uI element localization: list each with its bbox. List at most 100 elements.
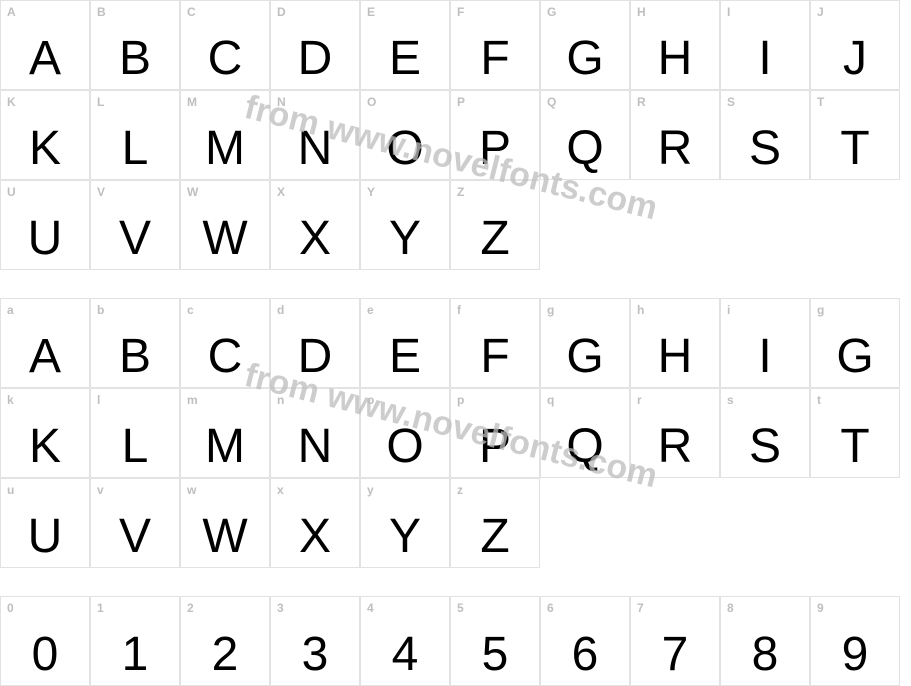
cell-glyph: V	[91, 215, 179, 263]
cell-key-label: B	[97, 5, 106, 19]
glyph-cell: dD	[270, 298, 360, 388]
cell-glyph: U	[1, 215, 89, 263]
cell-glyph: K	[1, 125, 89, 173]
cell-key-label: 7	[637, 601, 644, 615]
cell-key-label: A	[7, 5, 16, 19]
cell-glyph: 4	[361, 631, 449, 679]
section-gap	[0, 568, 911, 596]
glyph-cell: iI	[720, 298, 810, 388]
cell-key-label: f	[457, 303, 461, 317]
cell-glyph: W	[181, 215, 269, 263]
cell-key-label: S	[727, 95, 735, 109]
glyph-cell: BB	[90, 0, 180, 90]
cell-glyph: 6	[541, 631, 629, 679]
cell-key-label: d	[277, 303, 284, 317]
cell-glyph: O	[361, 125, 449, 173]
font-chart: { "watermark_text": "from www.novelfonts…	[0, 0, 911, 668]
cell-glyph: H	[631, 35, 719, 83]
cell-key-label: J	[817, 5, 824, 19]
cell-glyph: H	[631, 333, 719, 381]
cell-glyph: R	[631, 423, 719, 471]
cell-key-label: H	[637, 5, 646, 19]
glyph-cell: vV	[90, 478, 180, 568]
glyph-cell: 33	[270, 596, 360, 686]
cell-glyph: N	[271, 125, 359, 173]
cell-glyph: R	[631, 125, 719, 173]
cell-glyph: 8	[721, 631, 809, 679]
cell-key-label: Y	[367, 185, 375, 199]
glyph-cell: pP	[450, 388, 540, 478]
cell-key-label: W	[187, 185, 198, 199]
glyph-cell: EE	[360, 0, 450, 90]
cell-glyph: X	[271, 513, 359, 561]
cell-key-label: N	[277, 95, 286, 109]
glyph-cell: YY	[360, 180, 450, 270]
cell-key-label: 2	[187, 601, 194, 615]
glyph-cell: 00	[0, 596, 90, 686]
cell-glyph: O	[361, 423, 449, 471]
cell-glyph: 0	[1, 631, 89, 679]
cell-glyph: S	[721, 423, 809, 471]
cell-glyph: Y	[361, 215, 449, 263]
glyph-cell: WW	[180, 180, 270, 270]
glyph-cell: DD	[270, 0, 360, 90]
cell-key-label: z	[457, 483, 463, 497]
cell-key-label: L	[97, 95, 104, 109]
cell-key-label: a	[7, 303, 14, 317]
glyph-cell: rR	[630, 388, 720, 478]
glyph-cell: OO	[360, 90, 450, 180]
glyph-cell: cC	[180, 298, 270, 388]
cell-key-label: t	[817, 393, 821, 407]
cell-glyph: Q	[541, 423, 629, 471]
glyph-cell: mM	[180, 388, 270, 478]
cell-glyph: 5	[451, 631, 539, 679]
glyph-cell: fF	[450, 298, 540, 388]
cell-key-label: E	[367, 5, 375, 19]
cell-glyph: M	[181, 423, 269, 471]
cell-glyph: D	[271, 35, 359, 83]
cell-key-label: o	[367, 393, 374, 407]
cell-glyph: N	[271, 423, 359, 471]
cell-glyph: 3	[271, 631, 359, 679]
cell-key-label: y	[367, 483, 374, 497]
glyph-cell: NN	[270, 90, 360, 180]
cell-glyph: 2	[181, 631, 269, 679]
glyph-cell: wW	[180, 478, 270, 568]
cell-glyph: X	[271, 215, 359, 263]
cell-key-label: P	[457, 95, 465, 109]
cell-glyph: B	[91, 35, 179, 83]
glyph-cell: LL	[90, 90, 180, 180]
glyph-cell: VV	[90, 180, 180, 270]
cell-key-label: g	[817, 303, 824, 317]
glyph-cell: yY	[360, 478, 450, 568]
cell-glyph: F	[451, 35, 539, 83]
glyph-cell: 11	[90, 596, 180, 686]
glyph-cell: KK	[0, 90, 90, 180]
cell-key-label: 9	[817, 601, 824, 615]
glyph-cell: gG	[540, 298, 630, 388]
glyph-cell: GG	[540, 0, 630, 90]
glyph-cell: XX	[270, 180, 360, 270]
glyph-cell: SS	[720, 90, 810, 180]
cell-key-label: U	[7, 185, 16, 199]
cell-glyph: L	[91, 423, 179, 471]
glyph-cell: ZZ	[450, 180, 540, 270]
glyph-cell: QQ	[540, 90, 630, 180]
cell-key-label: 6	[547, 601, 554, 615]
cell-key-label: q	[547, 393, 554, 407]
cell-glyph: Q	[541, 125, 629, 173]
cell-glyph: C	[181, 35, 269, 83]
cell-key-label: T	[817, 95, 824, 109]
cell-key-label: X	[277, 185, 285, 199]
glyph-cell: eE	[360, 298, 450, 388]
cell-key-label: x	[277, 483, 284, 497]
cell-glyph: T	[811, 125, 899, 173]
cell-key-label: h	[637, 303, 644, 317]
cell-glyph: T	[811, 423, 899, 471]
glyph-grid-digits: 00112233445566778899	[0, 596, 911, 686]
cell-key-label: p	[457, 393, 464, 407]
cell-key-label: Z	[457, 185, 464, 199]
cell-key-label: k	[7, 393, 14, 407]
cell-key-label: Q	[547, 95, 556, 109]
glyph-cell: MM	[180, 90, 270, 180]
